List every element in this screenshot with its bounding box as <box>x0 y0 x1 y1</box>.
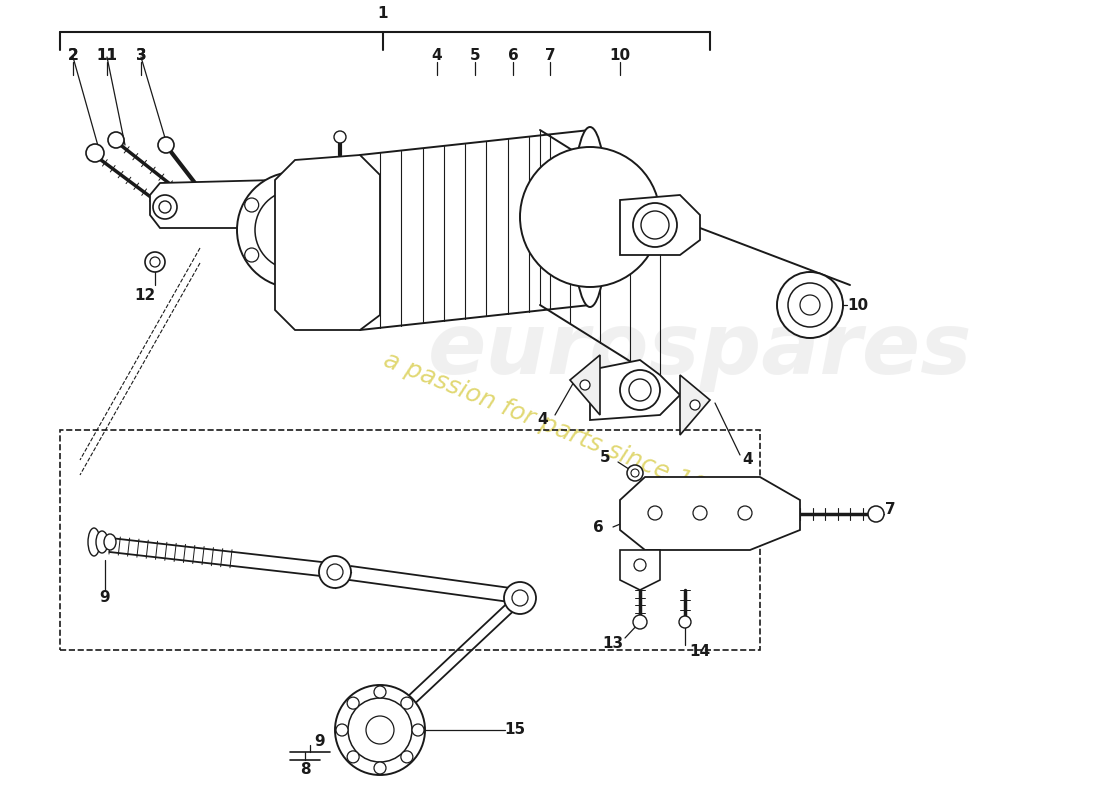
Circle shape <box>632 203 676 247</box>
Circle shape <box>145 252 165 272</box>
Circle shape <box>236 172 353 288</box>
Text: 5: 5 <box>470 47 481 62</box>
Polygon shape <box>150 180 285 228</box>
Text: 6: 6 <box>507 47 518 62</box>
Circle shape <box>153 195 177 219</box>
Circle shape <box>679 616 691 628</box>
Circle shape <box>331 198 345 212</box>
Circle shape <box>690 400 700 410</box>
Text: 14: 14 <box>690 645 711 659</box>
Circle shape <box>512 590 528 606</box>
Text: 6: 6 <box>593 519 604 534</box>
Circle shape <box>158 137 174 153</box>
Circle shape <box>868 506 884 522</box>
Circle shape <box>641 211 669 239</box>
Text: 10: 10 <box>609 47 630 62</box>
Text: 9: 9 <box>315 734 326 750</box>
Text: 11: 11 <box>97 47 118 62</box>
Circle shape <box>520 147 660 287</box>
Circle shape <box>331 248 345 262</box>
Text: 4: 4 <box>431 47 442 62</box>
Circle shape <box>629 379 651 401</box>
Circle shape <box>738 506 752 520</box>
Circle shape <box>632 615 647 629</box>
Circle shape <box>412 724 424 736</box>
Ellipse shape <box>572 127 607 307</box>
Circle shape <box>366 716 394 744</box>
Text: 9: 9 <box>100 590 110 606</box>
Circle shape <box>620 370 660 410</box>
Ellipse shape <box>88 528 100 556</box>
Text: 5: 5 <box>600 450 610 466</box>
Circle shape <box>788 283 832 327</box>
Text: 7: 7 <box>544 47 556 62</box>
Circle shape <box>264 193 292 221</box>
Circle shape <box>580 380 590 390</box>
Text: 3: 3 <box>135 47 146 62</box>
Text: 3: 3 <box>135 47 146 62</box>
Polygon shape <box>680 375 710 435</box>
Polygon shape <box>275 155 380 330</box>
Circle shape <box>374 686 386 698</box>
Circle shape <box>348 698 412 762</box>
Text: 8: 8 <box>299 762 310 778</box>
Text: 10: 10 <box>847 298 869 313</box>
Circle shape <box>160 201 170 213</box>
Text: 2: 2 <box>67 47 78 62</box>
Circle shape <box>336 724 348 736</box>
Text: a passion for parts since 1985: a passion for parts since 1985 <box>381 348 739 512</box>
Polygon shape <box>590 360 680 420</box>
Ellipse shape <box>96 531 108 553</box>
Circle shape <box>504 582 536 614</box>
Circle shape <box>255 190 336 270</box>
Ellipse shape <box>104 534 116 550</box>
Circle shape <box>334 131 346 143</box>
Circle shape <box>627 465 644 481</box>
Circle shape <box>327 564 343 580</box>
Circle shape <box>108 132 124 148</box>
Text: 2: 2 <box>67 47 78 62</box>
Text: 12: 12 <box>134 287 155 302</box>
Text: eurospares: eurospares <box>428 309 972 391</box>
Circle shape <box>280 215 310 245</box>
Text: 13: 13 <box>603 635 624 650</box>
Circle shape <box>319 556 351 588</box>
Text: 4: 4 <box>742 453 754 467</box>
Text: 7: 7 <box>884 502 895 518</box>
Polygon shape <box>620 477 800 550</box>
Text: 15: 15 <box>505 722 526 738</box>
Circle shape <box>244 198 258 212</box>
Circle shape <box>400 697 412 709</box>
Circle shape <box>336 685 425 775</box>
Circle shape <box>86 144 104 162</box>
Circle shape <box>374 762 386 774</box>
Text: 11: 11 <box>97 47 118 62</box>
Bar <box>60 430 760 650</box>
Circle shape <box>648 506 662 520</box>
Polygon shape <box>620 550 660 590</box>
Circle shape <box>288 273 302 287</box>
Circle shape <box>244 248 258 262</box>
Circle shape <box>631 469 639 477</box>
Text: 4: 4 <box>538 413 548 427</box>
Circle shape <box>777 272 843 338</box>
Circle shape <box>348 751 359 763</box>
Circle shape <box>288 173 302 187</box>
Circle shape <box>634 559 646 571</box>
Circle shape <box>800 295 820 315</box>
Circle shape <box>271 200 285 214</box>
Circle shape <box>693 506 707 520</box>
Text: 1: 1 <box>377 6 388 21</box>
Polygon shape <box>620 195 700 255</box>
Polygon shape <box>570 355 600 415</box>
Circle shape <box>150 257 160 267</box>
Circle shape <box>348 697 359 709</box>
Circle shape <box>400 751 412 763</box>
